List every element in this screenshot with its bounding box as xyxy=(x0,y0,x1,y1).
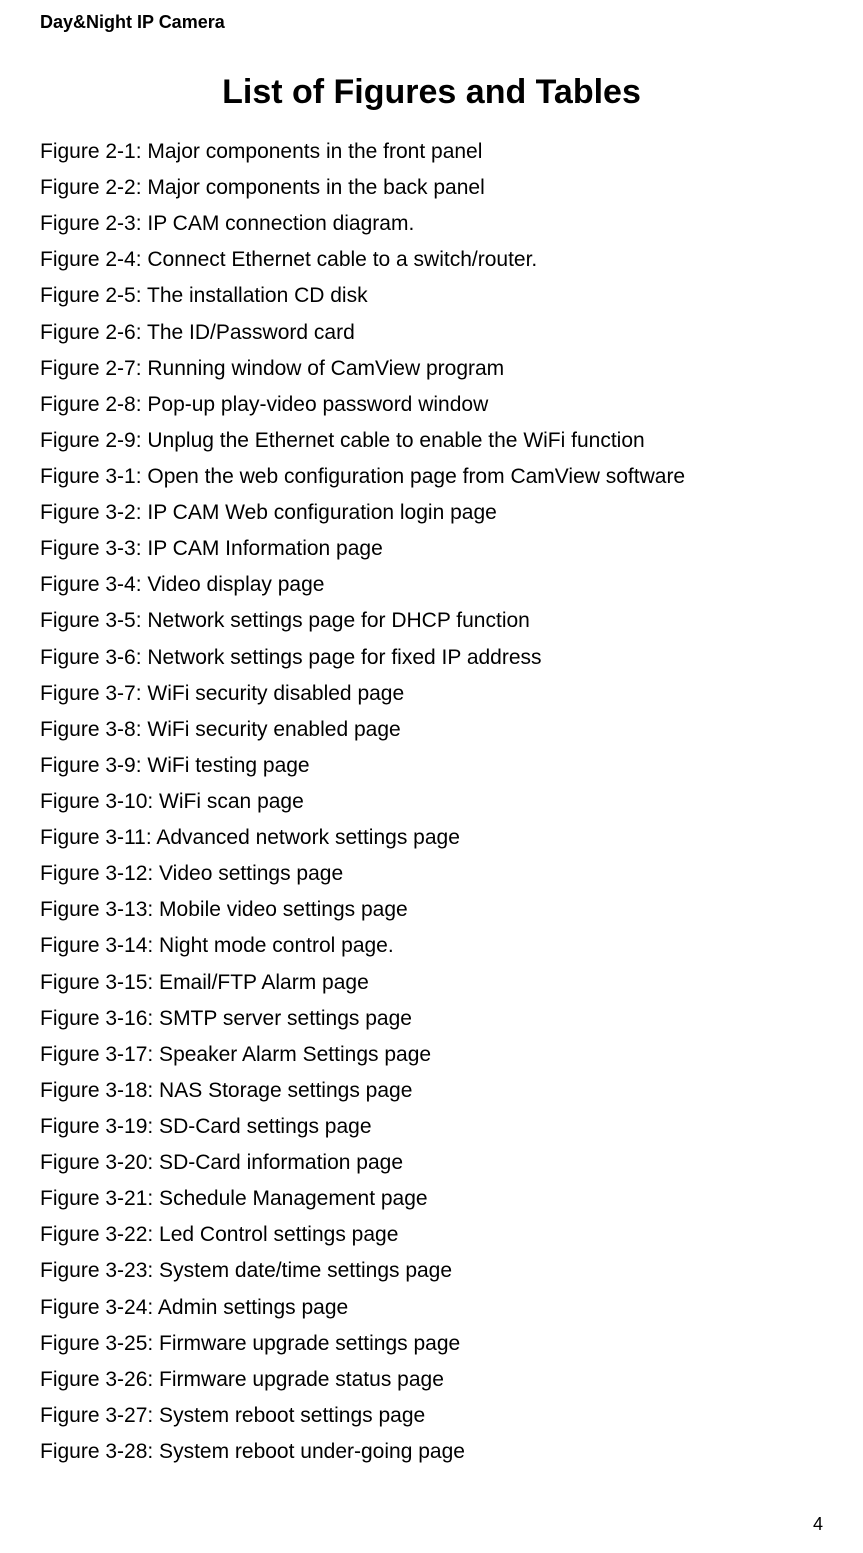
figure-entry: Figure 3-22: Led Control settings page xyxy=(40,1217,823,1253)
figure-entry: Figure 2-4: Connect Ethernet cable to a … xyxy=(40,242,823,278)
figure-entry: Figure 3-1: Open the web configuration p… xyxy=(40,459,823,495)
figure-entry: Figure 2-3: IP CAM connection diagram. xyxy=(40,206,823,242)
figure-entry: Figure 2-6: The ID/Password card xyxy=(40,315,823,351)
figure-entry: Figure 2-5: The installation CD disk xyxy=(40,278,823,314)
figure-entry: Figure 2-2: Major components in the back… xyxy=(40,170,823,206)
figure-entry: Figure 3-26: Firmware upgrade status pag… xyxy=(40,1362,823,1398)
figure-entry: Figure 3-10: WiFi scan page xyxy=(40,784,823,820)
figure-entry: Figure 3-19: SD-Card settings page xyxy=(40,1109,823,1145)
figure-entry: Figure 3-16: SMTP server settings page xyxy=(40,1001,823,1037)
figure-list: Figure 2-1: Major components in the fron… xyxy=(40,134,823,1470)
figure-entry: Figure 3-5: Network settings page for DH… xyxy=(40,603,823,639)
figure-entry: Figure 3-2: IP CAM Web configuration log… xyxy=(40,495,823,531)
figure-entry: Figure 3-24: Admin settings page xyxy=(40,1290,823,1326)
figure-entry: Figure 3-28: System reboot under-going p… xyxy=(40,1434,823,1470)
figure-entry: Figure 3-27: System reboot settings page xyxy=(40,1398,823,1434)
figure-entry: Figure 3-11: Advanced network settings p… xyxy=(40,820,823,856)
figure-entry: Figure 3-21: Schedule Management page xyxy=(40,1181,823,1217)
figure-entry: Figure 3-8: WiFi security enabled page xyxy=(40,712,823,748)
figure-entry: Figure 3-25: Firmware upgrade settings p… xyxy=(40,1326,823,1362)
figure-entry: Figure 3-3: IP CAM Information page xyxy=(40,531,823,567)
figure-entry: Figure 3-6: Network settings page for fi… xyxy=(40,640,823,676)
figure-entry: Figure 3-7: WiFi security disabled page xyxy=(40,676,823,712)
figure-entry: Figure 3-12: Video settings page xyxy=(40,856,823,892)
figure-entry: Figure 2-1: Major components in the fron… xyxy=(40,134,823,170)
figure-entry: Figure 3-17: Speaker Alarm Settings page xyxy=(40,1037,823,1073)
figure-entry: Figure 2-7: Running window of CamView pr… xyxy=(40,351,823,387)
document-page: Day&Night IP Camera List of Figures and … xyxy=(0,0,863,1553)
figure-entry: Figure 2-9: Unplug the Ethernet cable to… xyxy=(40,423,823,459)
figure-entry: Figure 3-20: SD-Card information page xyxy=(40,1145,823,1181)
document-header: Day&Night IP Camera xyxy=(40,12,823,33)
figure-entry: Figure 3-4: Video display page xyxy=(40,567,823,603)
figure-entry: Figure 3-15: Email/FTP Alarm page xyxy=(40,965,823,1001)
figure-entry: Figure 2-8: Pop-up play-video password w… xyxy=(40,387,823,423)
page-title: List of Figures and Tables xyxy=(40,73,823,112)
figure-entry: Figure 3-14: Night mode control page. xyxy=(40,928,823,964)
figure-entry: Figure 3-9: WiFi testing page xyxy=(40,748,823,784)
figure-entry: Figure 3-23: System date/time settings p… xyxy=(40,1253,823,1289)
figure-entry: Figure 3-13: Mobile video settings page xyxy=(40,892,823,928)
page-number: 4 xyxy=(813,1514,823,1535)
figure-entry: Figure 3-18: NAS Storage settings page xyxy=(40,1073,823,1109)
